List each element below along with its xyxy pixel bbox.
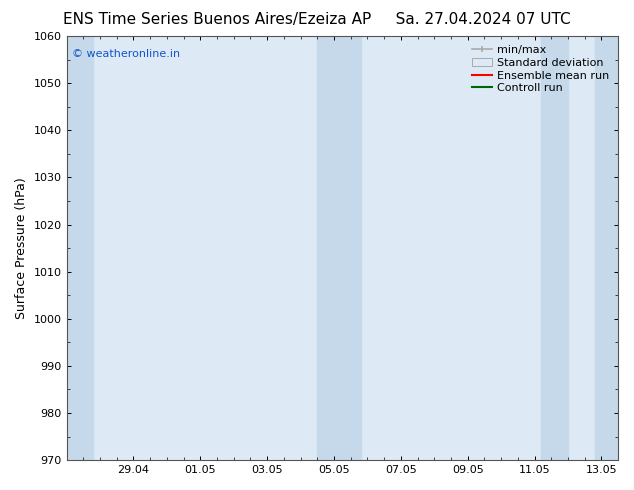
Text: © weatheronline.in: © weatheronline.in xyxy=(72,49,180,59)
Bar xyxy=(541,36,568,460)
Bar xyxy=(595,36,618,460)
Y-axis label: Surface Pressure (hPa): Surface Pressure (hPa) xyxy=(15,177,28,319)
Bar xyxy=(67,36,93,460)
Text: ENS Time Series Buenos Aires/Ezeiza AP     Sa. 27.04.2024 07 UTC: ENS Time Series Buenos Aires/Ezeiza AP S… xyxy=(63,12,571,27)
Bar xyxy=(317,36,361,460)
Legend: min/max, Standard deviation, Ensemble mean run, Controll run: min/max, Standard deviation, Ensemble me… xyxy=(469,42,612,97)
